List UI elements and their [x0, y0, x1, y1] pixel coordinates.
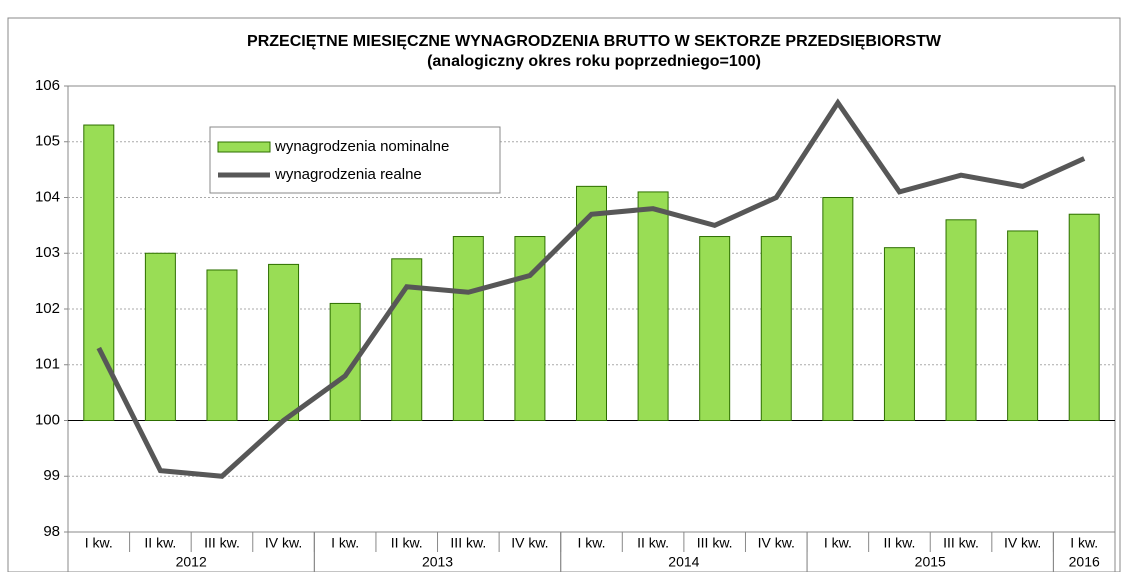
y-tick-label: 105 — [35, 133, 60, 150]
bar — [699, 236, 731, 421]
chart-title: PRZECIĘTNE MIESIĘCZNE WYNAGRODZENIA BRUT… — [247, 33, 942, 50]
y-tick-label: 103 — [35, 244, 60, 261]
x-tick-label: I kw. — [577, 535, 605, 551]
y-tick-label: 104 — [35, 188, 60, 205]
bar — [144, 252, 176, 421]
line — [96, 98, 1086, 479]
x-tick-label: III kw. — [697, 535, 733, 551]
bar — [391, 258, 423, 422]
x-tick-label: I kw. — [824, 535, 852, 551]
y-tick-label: 99 — [43, 467, 60, 484]
chart-subtitle: (analogiczny okres roku poprzedniego=100… — [427, 53, 761, 70]
bar — [268, 263, 300, 421]
x-tick-label: IV kw. — [511, 535, 548, 551]
y-tick-label: 102 — [35, 300, 60, 317]
bar — [83, 124, 115, 422]
x-tick-label: III kw. — [204, 535, 240, 551]
bar — [1007, 230, 1039, 421]
x-tick-label: III kw. — [943, 535, 979, 551]
group-label: 2016 — [1069, 554, 1100, 570]
y-tick-label: 98 — [43, 523, 60, 540]
x-tick-label: II kw. — [391, 535, 423, 551]
x-tick-label: II kw. — [637, 535, 669, 551]
bar — [637, 191, 669, 421]
y-tick-label: 101 — [35, 356, 60, 373]
legend-label: wynagrodzenia realne — [274, 166, 422, 183]
x-tick-label: II kw. — [144, 535, 176, 551]
legend-swatch — [217, 141, 271, 153]
group-label: 2013 — [422, 554, 453, 570]
group-label: 2015 — [915, 554, 946, 570]
legend-label: wynagrodzenia nominalne — [274, 138, 449, 155]
x-tick-label: IV kw. — [265, 535, 302, 551]
bar — [1068, 213, 1100, 421]
x-tick-label: IV kw. — [1004, 535, 1041, 551]
y-tick-label: 106 — [35, 77, 60, 94]
x-tick-label: II kw. — [883, 535, 915, 551]
group-label: 2012 — [176, 554, 207, 570]
bar — [760, 236, 792, 421]
bar — [822, 197, 854, 421]
x-tick-label: III kw. — [450, 535, 486, 551]
x-tick-label: I kw. — [1070, 535, 1098, 551]
bar — [206, 269, 238, 421]
x-tick-label: I kw. — [331, 535, 359, 551]
bar — [452, 236, 484, 421]
legend-box — [209, 126, 501, 194]
bar — [945, 219, 977, 421]
x-tick-label: I kw. — [85, 535, 113, 551]
group-label: 2014 — [668, 554, 699, 570]
x-tick-label: IV kw. — [758, 535, 795, 551]
y-tick-label: 100 — [35, 411, 60, 428]
bar — [883, 247, 915, 421]
